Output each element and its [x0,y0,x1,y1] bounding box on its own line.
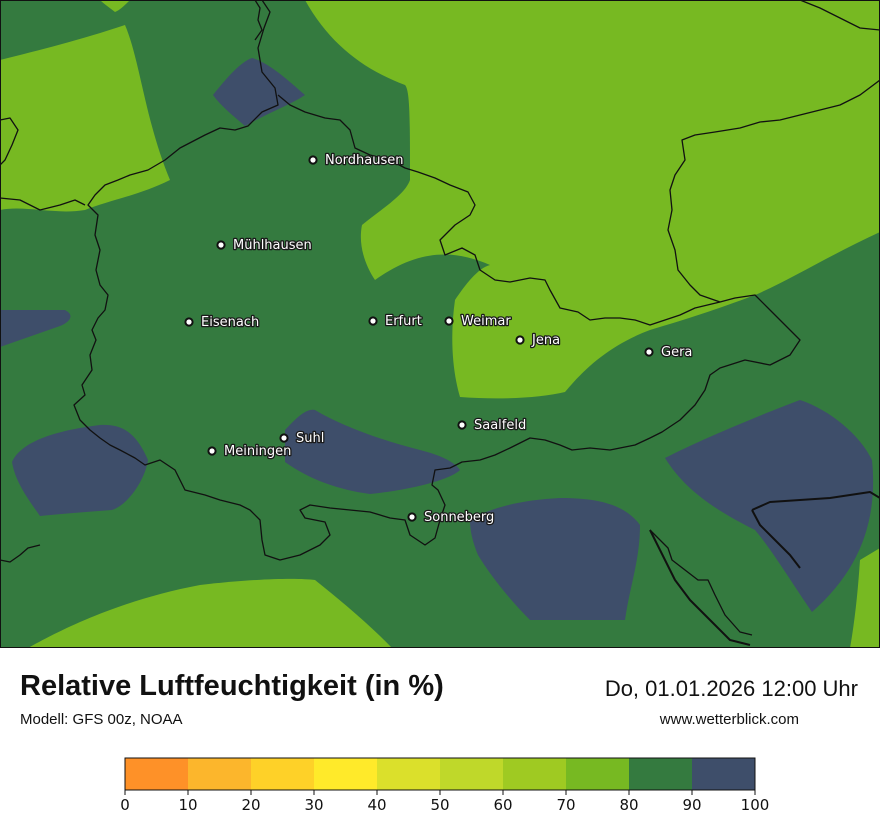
humidity-zone-70-80-north [305,0,880,399]
city-label: Mühlhausen [233,238,312,253]
humidity-zone-90-100-thueringer-wald [285,409,460,494]
model-label: Modell: GFS 00z, NOAA [20,711,183,728]
city-suhl: Suhl [279,430,326,447]
border-sachsen-anhalt-east [667,79,880,303]
city-dot [308,155,318,165]
city-sonneberg: Sonneberg [407,509,496,526]
city-eisenach: Eisenach [184,314,261,331]
humidity-map: Nordhausen Mühlhausen Eisenach Erfurt Weimar… [0,0,880,648]
legend-tick-label: 90 [682,796,701,814]
map-title: Relative Luftfeuchtigkeit (in %) [20,670,444,702]
border-northwest [254,0,263,41]
city-jena: Jena [515,332,561,349]
city-dot [644,347,654,357]
legend-swatch-60-70 [503,758,566,790]
humidity-zone-90-100-frankenwald [470,498,640,620]
humidity-zone-70-80-topleft [100,0,130,12]
border-czech [649,491,880,646]
humidity-zone-90-100-west [0,310,71,347]
city-dot [407,512,417,522]
city-label: Jena [531,333,560,348]
legend-swatch-90-100 [692,758,755,790]
legend-tick-label: 10 [178,796,197,814]
city-weimar: Weimar [444,313,513,330]
border-thuringia [73,0,801,561]
legend-swatch-0-10 [125,758,188,790]
city-dot [368,316,378,326]
forecast-datetime: Do, 01.01.2026 12:00 Uhr [604,676,858,701]
legend-tick-label: 20 [241,796,260,814]
legend-tick-label: 60 [493,796,512,814]
legend-swatch-30-40 [314,758,377,790]
website-link[interactable]: www.wetterblick.com [659,711,799,728]
legend-swatch-50-60 [440,758,503,790]
humidity-zone-70-80-northwest [0,25,170,212]
city-dot [216,240,226,250]
city-markers: Nordhausen Mühlhausen Eisenach Erfurt Weimar… [184,152,694,526]
city-dot [184,317,194,327]
legend-swatch-80-90 [629,758,692,790]
city-label: Gera [661,345,692,360]
color-legend: 0 10 20 30 40 50 60 70 80 90 100 [110,752,770,824]
humidity-zone-70-80-south [28,578,392,648]
city-meiningen: Meiningen [207,443,293,460]
city-mühlhausen: Mühlhausen [216,237,313,254]
city-label: Meiningen [224,444,291,459]
humidity-zone-70-80-southeast [850,548,880,648]
city-label: Suhl [296,431,324,446]
city-dot [444,316,454,326]
border-bavaria [649,529,753,636]
legend-tick-label: 30 [304,796,323,814]
city-label: Eisenach [201,315,259,330]
border-north-east [799,0,880,31]
legend-tick-label: 0 [120,796,130,814]
humidity-zone-90-100-harz [213,58,305,126]
city-dot [279,433,289,443]
legend-tick-label: 40 [367,796,386,814]
legend-tick-label: 80 [619,796,638,814]
humidity-zone-90-100-erzgebirge [665,400,874,612]
state-borders [0,0,880,646]
city-nordhausen: Nordhausen [308,152,405,169]
border-west-fragment [0,117,19,166]
city-label: Erfurt [385,314,422,329]
border-west-hessen [0,197,86,211]
city-saalfeld: Saalfeld [457,417,528,434]
city-label: Saalfeld [474,418,526,433]
city-dot [457,420,467,430]
legend-swatch-20-30 [251,758,314,790]
city-dot [207,446,217,456]
city-gera: Gera [644,344,694,361]
legend-tick-label: 70 [556,796,575,814]
city-dot [515,335,525,345]
legend-tick-label: 50 [430,796,449,814]
legend-swatch-10-20 [188,758,251,790]
city-label: Nordhausen [325,153,404,168]
legend-swatch-70-80 [566,758,629,790]
legend-tick-label: 100 [741,796,770,814]
legend-swatch-40-50 [377,758,440,790]
city-erfurt: Erfurt [368,313,423,330]
city-label: Sonneberg [424,510,494,525]
border-southwest [0,544,41,563]
city-label: Weimar [461,314,511,329]
